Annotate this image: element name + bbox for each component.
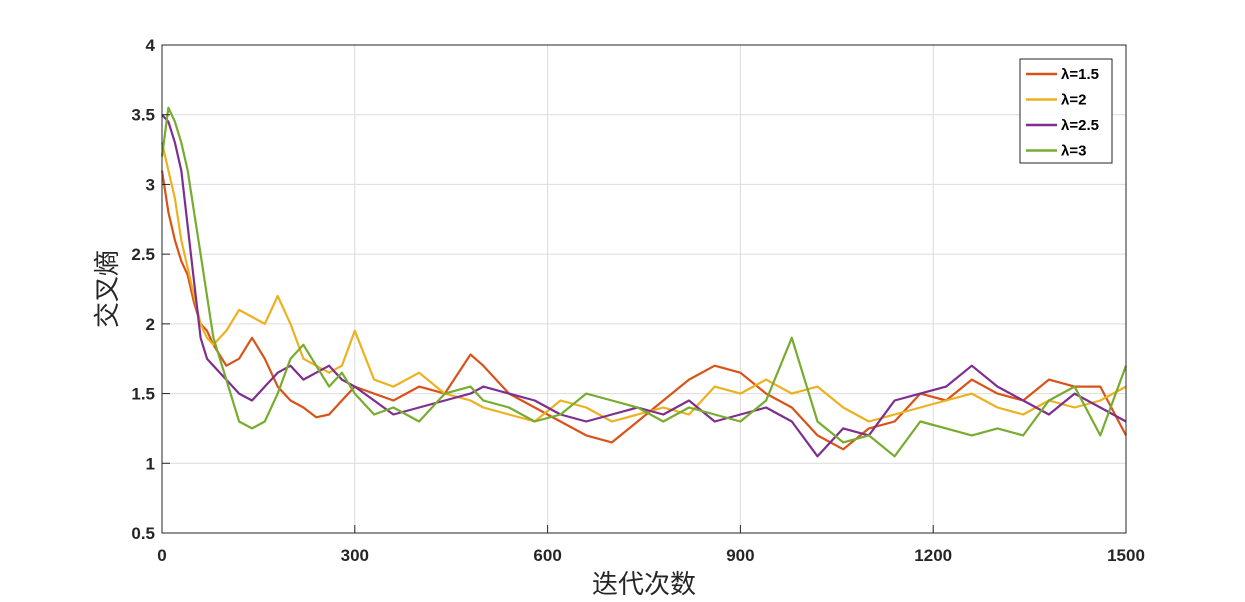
legend-label: λ=2.5 <box>1061 117 1099 134</box>
x-tick-label: 300 <box>341 546 369 565</box>
x-tick-label: 600 <box>533 546 561 565</box>
axis-ticks: 0 300 600 900 1200 1500 0.5 1 1.5 2 2.5 3 3.5 4 <box>131 36 1145 565</box>
series-lines <box>160 106 1128 458</box>
y-axis-title: 交叉熵 <box>93 250 123 328</box>
x-axis-title: 迭代次数 <box>592 570 696 600</box>
x-tick-label: 0 <box>157 546 166 565</box>
series-line-1 <box>160 170 1127 451</box>
y-tick-label: 3 <box>146 175 155 194</box>
x-tick-label: 900 <box>726 546 754 565</box>
legend-label: λ=1.5 <box>1061 66 1099 83</box>
legend-box <box>1019 58 1113 164</box>
x-tick-label: 1500 <box>1107 546 1145 565</box>
grid-lines <box>161 44 1127 534</box>
y-tick-label: 2.5 <box>131 245 155 264</box>
y-tick-label: 1 <box>146 454 155 473</box>
series-line-2 <box>160 142 1127 423</box>
legend-label: λ=2 <box>1061 92 1086 109</box>
series-line-4 <box>160 106 1128 458</box>
series-line-3 <box>161 113 1127 458</box>
y-tick-label: 4 <box>146 36 156 55</box>
y-tick-label: 3.5 <box>131 106 155 125</box>
y-tick-label: 1.5 <box>131 385 155 404</box>
legend-label: λ=3 <box>1061 143 1086 160</box>
x-tick-label: 1200 <box>914 546 952 565</box>
legend: λ=1.5 λ=2 λ=2.5 λ=3 <box>1019 58 1113 164</box>
y-tick-label: 0.5 <box>131 524 155 543</box>
plot-area-frame <box>161 44 1127 534</box>
y-tick-label: 2 <box>146 315 155 334</box>
